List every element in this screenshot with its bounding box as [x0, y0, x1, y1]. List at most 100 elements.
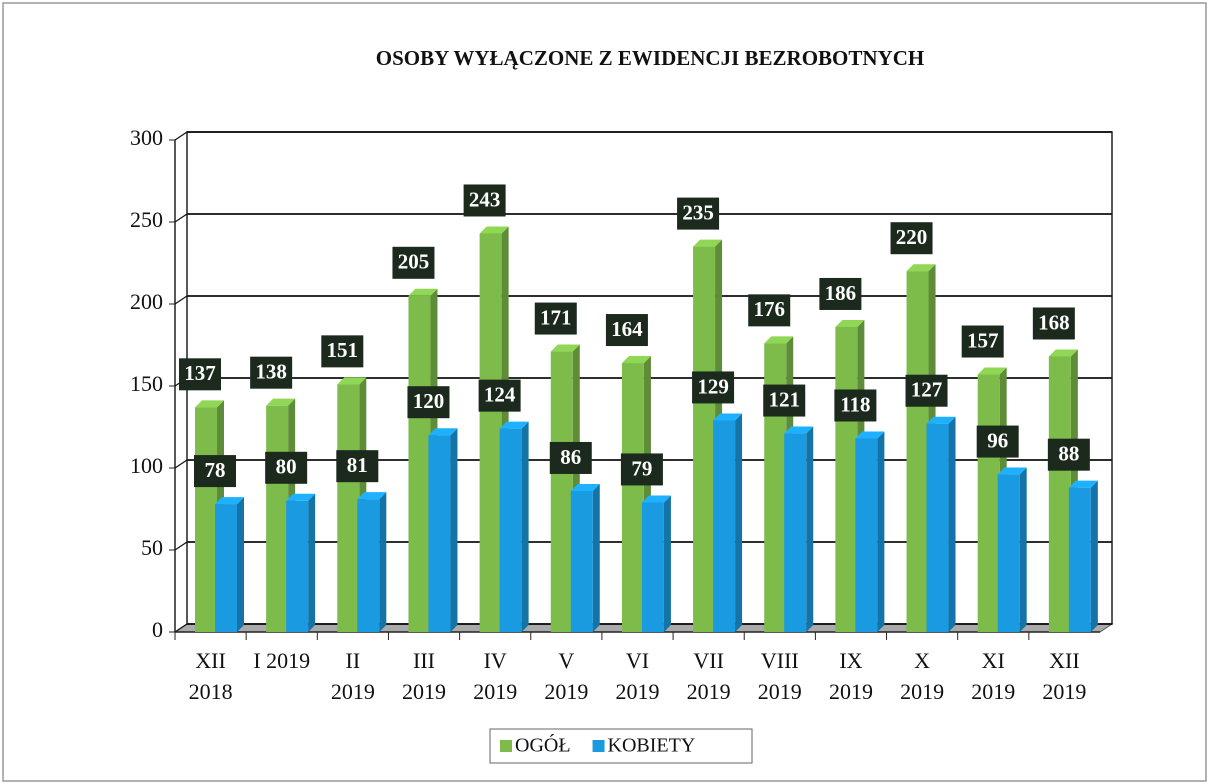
x-tick-label: 2019: [900, 679, 944, 704]
data-label: 176: [753, 297, 785, 321]
data-label: 138: [255, 359, 287, 383]
bar-top: [713, 413, 743, 421]
bar-front: [266, 405, 289, 632]
legend-box: [489, 728, 753, 764]
bar-top: [764, 336, 794, 344]
bar-front: [286, 500, 309, 632]
x-tick-label: XI: [982, 648, 1005, 673]
y-tick-label: 100: [130, 453, 163, 478]
x-tick-label: 2019: [829, 679, 873, 704]
bar-top: [357, 492, 387, 500]
bar-front: [215, 504, 237, 632]
data-label: 186: [825, 281, 857, 305]
bar-top: [337, 377, 367, 385]
bar: [784, 426, 814, 632]
bar-front: [408, 295, 431, 632]
grid-line: [174, 623, 188, 633]
bar-front: [693, 246, 716, 632]
grid-line: [174, 213, 188, 223]
bar-side: [806, 426, 814, 632]
y-tick-label: 250: [130, 207, 163, 232]
data-label-box: [620, 453, 663, 486]
bar-front: [855, 438, 878, 632]
data-label-box: [534, 302, 577, 335]
x-tick-label: VII: [693, 648, 724, 673]
bar-front: [337, 384, 360, 632]
bar: [713, 413, 743, 632]
data-label-box: [478, 379, 521, 412]
chart-title: OSOBY WYŁĄCZONE Z EWIDENCJI BEZROBOTNYCH: [376, 46, 924, 70]
bar-side: [521, 421, 529, 632]
y-tick-label: 0: [152, 617, 163, 642]
data-label-box: [407, 386, 450, 419]
data-label-box: [905, 374, 948, 407]
data-label-box: [463, 184, 506, 217]
data-label: 127: [911, 378, 943, 402]
data-label: 243: [469, 187, 501, 211]
data-label-box: [890, 222, 933, 255]
bar-front: [428, 435, 451, 632]
x-tick-label: IV: [484, 648, 507, 673]
y-tick-label: 50: [141, 535, 163, 560]
bar-front: [713, 420, 736, 632]
bar-front: [784, 433, 807, 632]
data-label: 96: [987, 428, 1008, 452]
bar-front: [357, 499, 380, 632]
x-tick-label: 2018: [189, 679, 233, 704]
bar-top: [215, 497, 244, 505]
data-label: 235: [682, 200, 714, 224]
x-tick-label: 2019: [331, 679, 375, 704]
bar-front: [570, 490, 593, 632]
bar-side: [1090, 480, 1098, 632]
bar-front: [926, 423, 949, 632]
grid-line: [174, 131, 188, 141]
bar-top: [926, 416, 956, 424]
x-tick-label: XII: [1049, 648, 1080, 673]
bar: [570, 483, 600, 632]
legend-swatch: [592, 740, 605, 752]
x-tick-label: 2019: [687, 679, 731, 704]
data-label-box: [961, 325, 1004, 358]
data-label: 86: [560, 445, 581, 469]
bar-front: [906, 271, 929, 632]
data-label: 164: [611, 317, 643, 341]
bar-top: [499, 421, 529, 429]
data-label-box: [834, 389, 877, 422]
data-label-box: [748, 294, 791, 327]
bar-top: [428, 428, 458, 436]
data-label-box: [692, 371, 735, 404]
bar-front: [195, 407, 217, 632]
y-tick-label: 300: [130, 125, 163, 150]
data-label: 118: [840, 392, 870, 416]
data-label: 88: [1058, 441, 1079, 465]
bar-top: [835, 319, 865, 327]
data-label: 171: [540, 305, 572, 329]
bar-top: [550, 344, 580, 352]
bar-top: [855, 431, 885, 439]
bar-top: [997, 467, 1027, 475]
data-label: 137: [184, 361, 216, 385]
data-label: 81: [347, 453, 368, 477]
data-label: 151: [327, 338, 359, 362]
bar-front: [977, 374, 1000, 632]
bar-side: [379, 492, 387, 632]
legend-label: KOBIETY: [608, 735, 696, 757]
data-label-box: [605, 314, 648, 347]
x-tick-label: IX: [839, 648, 862, 673]
data-label-box: [321, 335, 364, 368]
x-tick-label: 2019: [758, 679, 802, 704]
data-label: 78: [205, 458, 226, 482]
x-tick-label: I 2019: [253, 648, 310, 673]
bar: [641, 495, 671, 632]
bar-front: [499, 428, 522, 632]
x-tick-label: II: [346, 648, 361, 673]
data-label: 129: [697, 374, 729, 398]
x-tick-label: VIII: [761, 648, 799, 673]
bar-top: [1048, 349, 1078, 357]
grid-line: [174, 459, 188, 469]
bar-front: [621, 363, 644, 632]
bar-top: [1068, 480, 1098, 488]
data-label: 220: [896, 225, 928, 249]
